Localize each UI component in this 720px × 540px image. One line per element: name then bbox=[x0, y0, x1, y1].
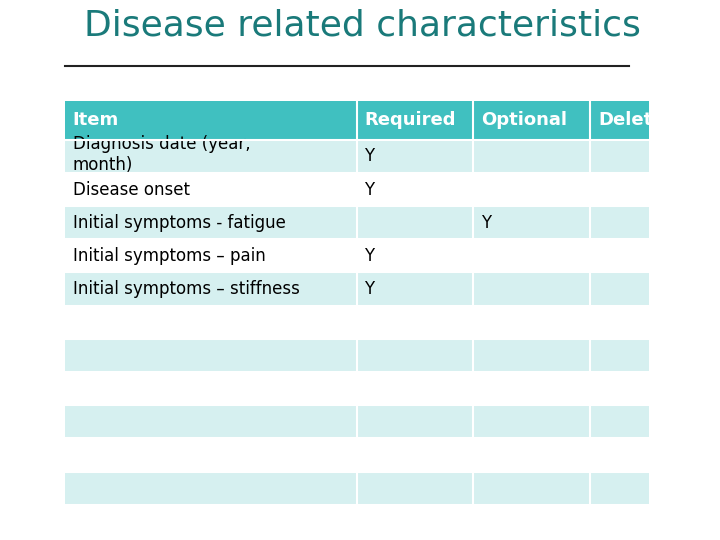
Text: Y: Y bbox=[364, 147, 374, 165]
Text: Initial symptoms – pain: Initial symptoms – pain bbox=[73, 247, 266, 265]
Text: Initial symptoms - fatigue: Initial symptoms - fatigue bbox=[73, 214, 286, 232]
FancyBboxPatch shape bbox=[65, 239, 714, 273]
Text: Y: Y bbox=[481, 214, 491, 232]
Text: Item: Item bbox=[73, 111, 119, 130]
FancyBboxPatch shape bbox=[65, 206, 714, 239]
Text: Initial symptoms – stiffness: Initial symptoms – stiffness bbox=[73, 280, 300, 298]
FancyBboxPatch shape bbox=[65, 273, 714, 306]
FancyBboxPatch shape bbox=[65, 339, 714, 372]
Text: Optional: Optional bbox=[481, 111, 567, 130]
FancyBboxPatch shape bbox=[65, 471, 714, 505]
FancyBboxPatch shape bbox=[65, 372, 714, 405]
FancyBboxPatch shape bbox=[65, 101, 714, 140]
FancyBboxPatch shape bbox=[65, 405, 714, 438]
FancyBboxPatch shape bbox=[65, 140, 714, 173]
Text: Y: Y bbox=[364, 247, 374, 265]
FancyBboxPatch shape bbox=[65, 438, 714, 471]
Text: Disease onset: Disease onset bbox=[73, 180, 189, 199]
Text: Y: Y bbox=[364, 180, 374, 199]
Text: Diagnosis date (year,
month): Diagnosis date (year, month) bbox=[73, 136, 251, 174]
Text: Y: Y bbox=[364, 280, 374, 298]
Text: Required: Required bbox=[364, 111, 456, 130]
FancyBboxPatch shape bbox=[65, 306, 714, 339]
Text: Disease related characteristics: Disease related characteristics bbox=[84, 8, 642, 42]
Text: Deleted: Deleted bbox=[598, 111, 678, 130]
FancyBboxPatch shape bbox=[65, 173, 714, 206]
